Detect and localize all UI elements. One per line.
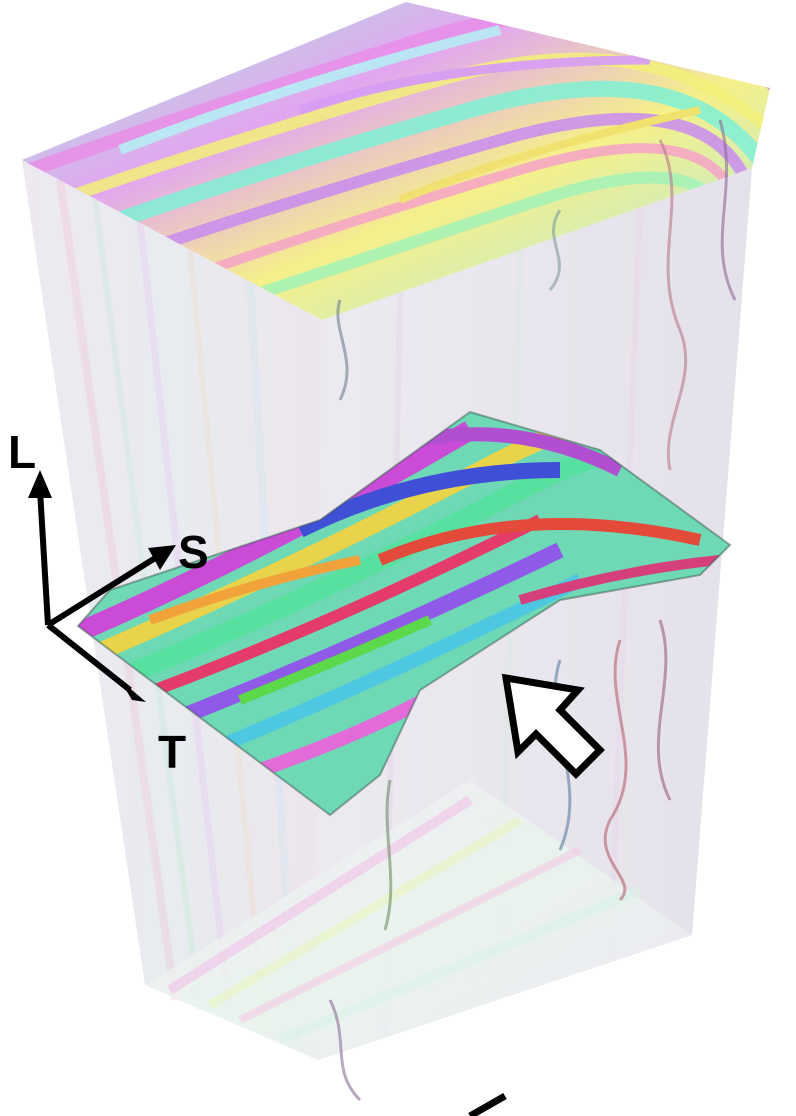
block-bottom-streaks (167, 795, 642, 1045)
crack-features (328, 119, 737, 1102)
axis-label-L: L (8, 426, 36, 478)
partial-axis-arrow-icon (468, 1092, 507, 1116)
pointer-arrow-icon (501, 673, 605, 779)
volume-block (22, 160, 752, 1060)
axis-label-S: S (178, 526, 209, 578)
block-bottom-face (145, 780, 692, 1060)
axis-label-T: T (158, 726, 186, 778)
coordinate-axes-icon (28, 470, 176, 702)
